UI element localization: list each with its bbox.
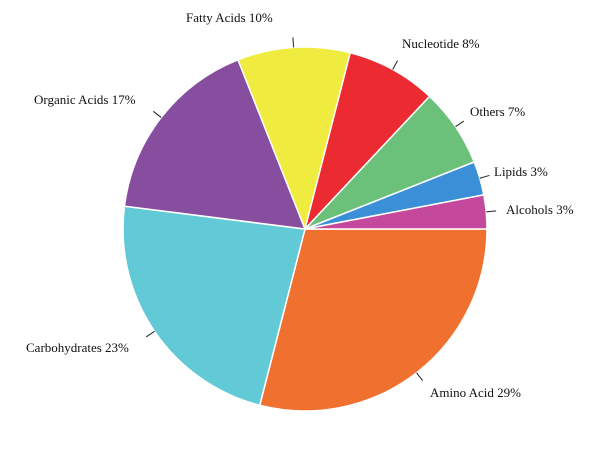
leader-line [455, 120, 465, 128]
pie-slice-fatty-acids [237, 46, 352, 232]
slice-label-organic-acids: Organic Acids 17% [34, 92, 136, 107]
slice-label-alcohols: Alcohols 3% [506, 202, 574, 217]
slice-label-nucleotide: Nucleotide 8% [402, 36, 480, 51]
leader-line [416, 372, 424, 382]
pie-slice-carbohydrates [122, 205, 306, 407]
slice-label-fatty-acids: Fatty Acids 10% [186, 10, 273, 25]
pie-slice-organic-acids [123, 58, 307, 230]
slice-label-carbohydrates: Carbohydrates 23% [26, 340, 129, 355]
slice-label-amino-acid: Amino Acid 29% [430, 385, 521, 400]
leader-line [292, 37, 295, 48]
leader-line [486, 210, 497, 213]
leader-line [392, 60, 398, 70]
slice-label-others: Others 7% [470, 104, 525, 119]
pie-slice-amino-acid [258, 228, 488, 412]
leader-line [479, 174, 490, 179]
pie-slice-nucleotide [304, 51, 431, 230]
leader-line [152, 110, 162, 118]
leader-line [145, 330, 155, 338]
slice-label-lipids: Lipids 3% [494, 164, 548, 179]
